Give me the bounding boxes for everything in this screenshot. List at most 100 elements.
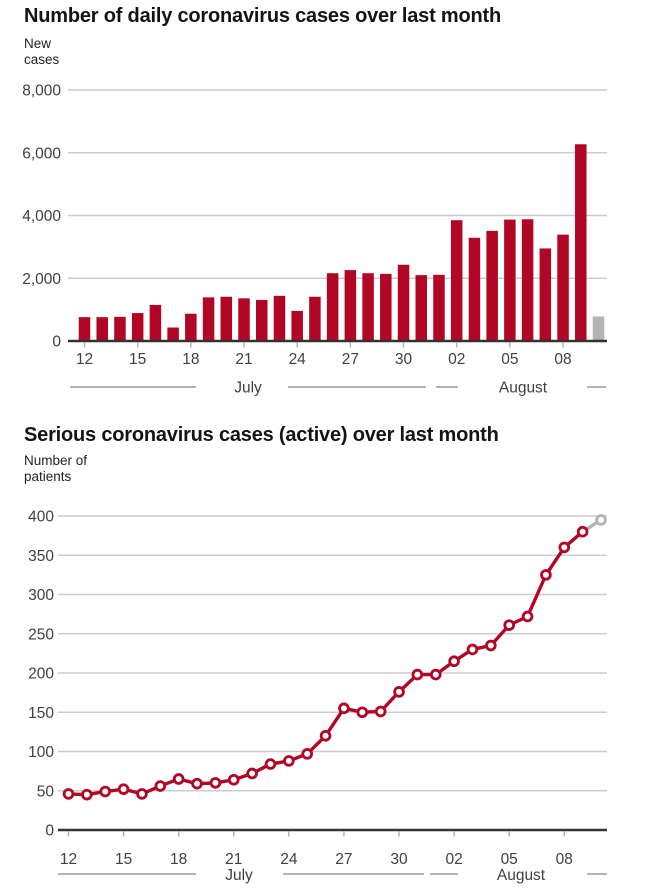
x-tick-label: 27: [342, 351, 359, 368]
month-label: July: [225, 867, 253, 884]
bar: [273, 295, 286, 341]
x-tick-label: 18: [170, 851, 187, 868]
daily-cases-y-axis-unit-label: New cases: [24, 36, 60, 68]
x-tick-label: 02: [445, 851, 462, 868]
data-point: [99, 785, 112, 798]
x-tick-label: 21: [225, 851, 242, 868]
bar: [468, 237, 481, 341]
daily-cases-chart-title: Number of daily coronavirus cases over l…: [24, 5, 502, 27]
data-point: [466, 643, 479, 656]
bar: [539, 248, 552, 341]
bar: [397, 264, 410, 341]
bar: [362, 273, 374, 341]
bar: [309, 296, 321, 341]
y-tick-label: 100: [28, 744, 54, 761]
bar: [592, 316, 605, 341]
x-tick-label: 27: [335, 851, 352, 868]
bar: [131, 313, 144, 341]
bar: [486, 230, 498, 341]
x-tick-label: 05: [501, 851, 518, 868]
data-point: [117, 783, 130, 795]
bar: [504, 219, 516, 341]
y-tick-label: 150: [28, 705, 54, 722]
data-point: [558, 541, 571, 554]
data-point: [429, 668, 442, 681]
x-tick-label: 21: [235, 351, 252, 368]
y-tick-label: 4,000: [22, 208, 61, 225]
data-point: [393, 686, 405, 698]
x-tick-label: 24: [280, 851, 298, 868]
bar: [96, 317, 108, 341]
bar: [326, 273, 339, 341]
data-point-provisional: [595, 514, 607, 526]
y-tick-label: 400: [28, 509, 54, 526]
bar: [415, 275, 428, 341]
x-tick-label: 24: [289, 351, 307, 368]
y-tick-label: 0: [45, 823, 54, 840]
x-tick-label: 12: [76, 351, 93, 368]
bar: [575, 144, 587, 341]
y-tick-label: 6,000: [22, 145, 61, 162]
data-point: [301, 748, 314, 760]
data-point: [521, 610, 534, 623]
y-tick-label: 2,000: [22, 271, 61, 288]
data-point: [576, 525, 589, 538]
data-point: [172, 773, 185, 785]
x-tick-label: 08: [554, 351, 571, 368]
x-tick-label: 18: [182, 351, 199, 368]
x-tick-label: 15: [115, 851, 132, 868]
y-tick-label: 350: [28, 548, 54, 565]
serious-cases-chart-title: Serious coronavirus cases (active) over …: [24, 424, 499, 446]
bar: [149, 304, 162, 341]
y-tick-label: 50: [37, 783, 55, 800]
data-point: [246, 767, 258, 780]
bar: [78, 317, 91, 341]
x-tick-label: 05: [501, 351, 518, 368]
month-label: August: [497, 867, 546, 884]
data-point: [136, 788, 148, 800]
data-point: [209, 777, 222, 789]
data-point: [448, 655, 460, 668]
x-tick-label: 30: [390, 851, 408, 868]
bar: [433, 274, 445, 341]
month-label: August: [499, 380, 548, 397]
data-point: [227, 773, 240, 786]
bar: [255, 299, 268, 341]
x-tick-label: 30: [395, 351, 413, 368]
data-point: [374, 705, 387, 718]
bar: [450, 220, 463, 341]
data-point: [81, 788, 93, 801]
bar: [238, 298, 250, 341]
data-point: [338, 702, 350, 715]
bar: [557, 234, 569, 341]
y-tick-label: 0: [52, 334, 61, 351]
data-point: [283, 755, 295, 767]
data-point: [191, 777, 203, 790]
data-point: [264, 758, 277, 770]
bar: [220, 296, 233, 341]
bar: [167, 327, 179, 341]
bar: [185, 313, 197, 341]
data-point: [154, 780, 167, 792]
month-label: July: [234, 380, 262, 397]
x-tick-label: 15: [129, 351, 146, 368]
x-tick-label: 02: [448, 351, 465, 368]
y-tick-label: 300: [28, 587, 54, 604]
daily-cases-bar-chart: 0 2,000 4,000 6,000 8,000 12 15 18 21 24 27 30 02 05 0…: [22, 83, 607, 397]
bar: [291, 310, 303, 341]
data-point: [503, 619, 515, 631]
data-point: [540, 569, 552, 581]
data-point: [485, 639, 497, 652]
y-tick-label: 200: [28, 666, 54, 683]
trend-line-segment: [525, 574, 548, 618]
serious-cases-y-axis-unit-label: Number of patients: [24, 453, 88, 485]
bar: [380, 273, 392, 341]
y-tick-label: 8,000: [22, 83, 61, 100]
bar: [521, 219, 534, 341]
bar: [114, 316, 126, 341]
bar: [202, 297, 215, 341]
x-tick-label: 12: [60, 851, 77, 868]
data-point: [319, 730, 332, 742]
